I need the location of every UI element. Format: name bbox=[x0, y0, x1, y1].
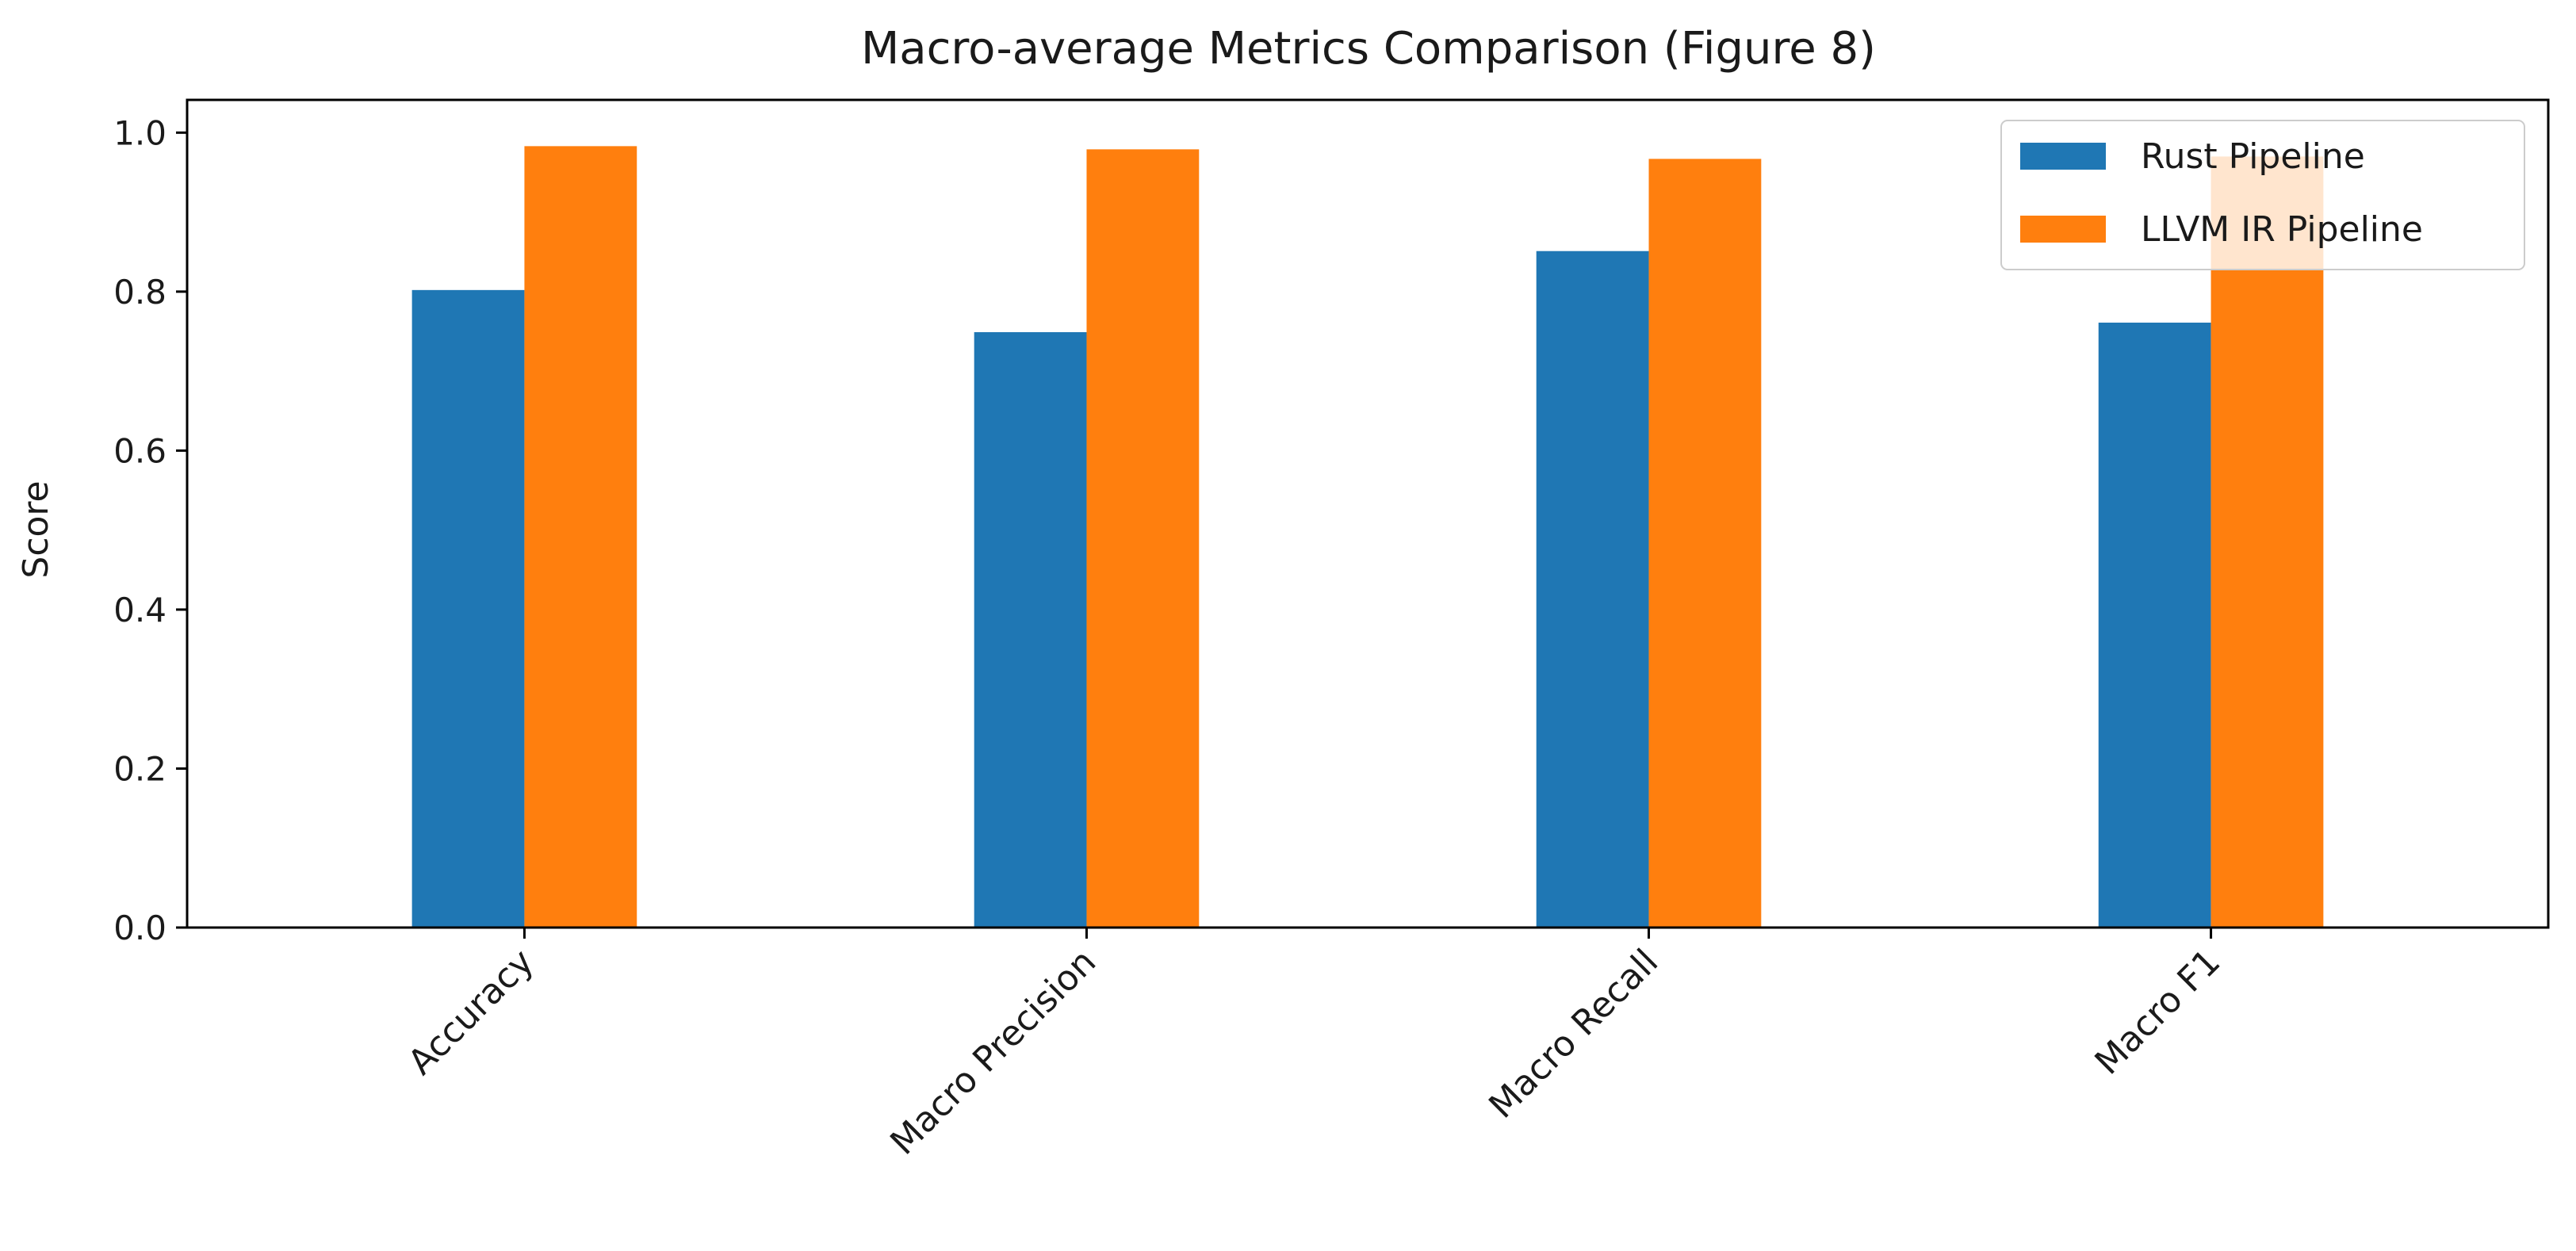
x-axis: Accuracy Macro Precision Macro Recall Macro… bbox=[400, 928, 2228, 1163]
legend: Rust Pipeline LLVM IR Pipeline bbox=[2000, 120, 2525, 270]
y-tick-label: 0.8 bbox=[113, 273, 167, 312]
bar-rust-pipeline-accuracy bbox=[411, 289, 525, 928]
y-axis: 0.0 0.2 0.4 0.6 0.8 1.0 bbox=[113, 113, 187, 947]
y-tick-label: 0.6 bbox=[113, 431, 167, 470]
y-tick-label: 0.4 bbox=[113, 591, 167, 629]
bar-rust-pipeline-macro-precision bbox=[974, 331, 1087, 928]
y-axis-label: Score bbox=[16, 480, 56, 578]
y-tick-label: 1.0 bbox=[113, 113, 167, 152]
bars-group bbox=[411, 146, 2324, 928]
legend-swatch-llvm-ir-pipeline bbox=[2020, 216, 2106, 243]
x-tick-label-macro-recall: Macro Recall bbox=[1481, 942, 1666, 1127]
bar-llvm-ir-pipeline-macro-precision bbox=[1086, 149, 1200, 928]
legend-swatch-rust-pipeline bbox=[2020, 143, 2106, 170]
chart-title: Macro-average Metrics Comparison (Figure… bbox=[861, 23, 1876, 75]
legend-label-llvm-ir-pipeline: LLVM IR Pipeline bbox=[2141, 209, 2423, 250]
x-tick-label-accuracy: Accuracy bbox=[400, 942, 542, 1083]
y-tick-label: 0.2 bbox=[113, 749, 167, 788]
bar-llvm-ir-pipeline-macro-recall bbox=[1648, 159, 1762, 928]
plot-frame bbox=[186, 98, 2550, 929]
legend-label-rust-pipeline: Rust Pipeline bbox=[2141, 136, 2365, 177]
x-tick-label-macro-precision: Macro Precision bbox=[882, 942, 1104, 1163]
x-tick-label-macro-f1: Macro F1 bbox=[2088, 942, 2229, 1083]
legend-box bbox=[2000, 120, 2525, 270]
bar-llvm-ir-pipeline-accuracy bbox=[524, 146, 637, 928]
bar-llvm-ir-pipeline-macro-f1 bbox=[2210, 156, 2324, 928]
bar-rust-pipeline-macro-recall bbox=[1536, 251, 1649, 928]
bar-rust-pipeline-macro-f1 bbox=[2098, 322, 2211, 928]
y-tick-label: 0.0 bbox=[113, 909, 167, 947]
